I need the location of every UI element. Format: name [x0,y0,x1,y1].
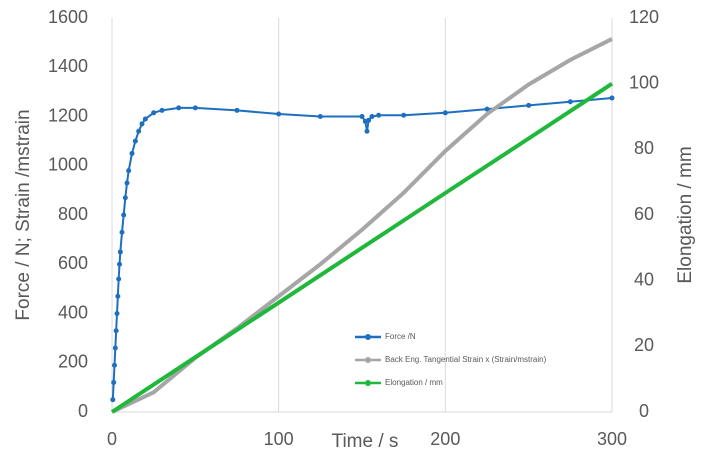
data-point [567,99,573,105]
y2-tick-label: 120 [629,7,659,27]
data-point [484,106,490,112]
data-point [142,116,148,122]
data-point [117,249,123,255]
data-point [111,379,117,385]
data-point [176,105,182,111]
y-tick-label: 200 [58,352,88,372]
y2-tick-label: 20 [634,335,654,355]
x-tick-label: 0 [107,429,117,449]
y2-tick-label: 80 [634,138,654,158]
data-point [401,112,407,118]
y-tick-label: 1000 [48,155,88,175]
data-point [526,102,532,108]
data-point [114,311,120,316]
data-point [359,114,365,119]
data-point [159,107,165,113]
data-point [116,276,122,282]
data-point [119,229,125,235]
x-tick-label: 300 [597,429,627,449]
data-point [139,121,145,127]
data-point [124,180,130,186]
y-tick-label: 600 [58,253,88,273]
data-point [132,138,138,144]
y-tick-label: 1400 [48,56,88,76]
data-point [117,261,122,267]
data-point [151,110,157,116]
data-point [376,112,382,118]
data-point [121,212,127,218]
data-point [112,362,117,368]
x-tick-label: 100 [264,429,294,449]
y2-tick-label: 60 [634,204,654,224]
data-point [110,397,116,403]
data-point [369,114,375,119]
y2-axis-title: Elongation / mm [675,146,696,283]
y2-tick-label: 0 [639,401,649,421]
data-point [113,328,119,334]
data-point [192,105,198,111]
y-tick-label: 1200 [48,105,88,125]
y-axis-title: Force / N; Strain /mstrain [13,109,34,320]
data-point [364,128,370,134]
data-point [317,114,323,119]
y-tick-label: 800 [58,204,88,224]
data-point [442,110,448,116]
data-point [129,150,135,156]
legend-marker [365,380,371,386]
data-point [234,107,240,113]
data-point [609,95,615,101]
data-point [112,345,118,351]
y2-tick-label: 100 [629,72,659,92]
x-axis-title: Time / s [332,431,399,452]
data-point [122,195,128,201]
y-tick-label: 400 [58,302,88,322]
y2-tick-label: 40 [634,269,654,289]
legend-label: Force /N [385,332,416,341]
data-point [126,168,132,174]
y-tick-label: 0 [78,401,88,421]
data-point [366,117,372,123]
series-line [110,81,614,414]
data-point [276,111,282,117]
x-tick-label: 200 [430,429,460,449]
legend-label: Back Eng. Tangential Strain x (Strain/ms… [385,355,547,364]
data-point [115,293,121,299]
y-tick-label: 1600 [48,7,88,27]
legend-marker [365,334,371,340]
data-point [136,128,142,134]
legend-marker [365,357,371,363]
legend-label: Elongation / mm [385,378,443,387]
